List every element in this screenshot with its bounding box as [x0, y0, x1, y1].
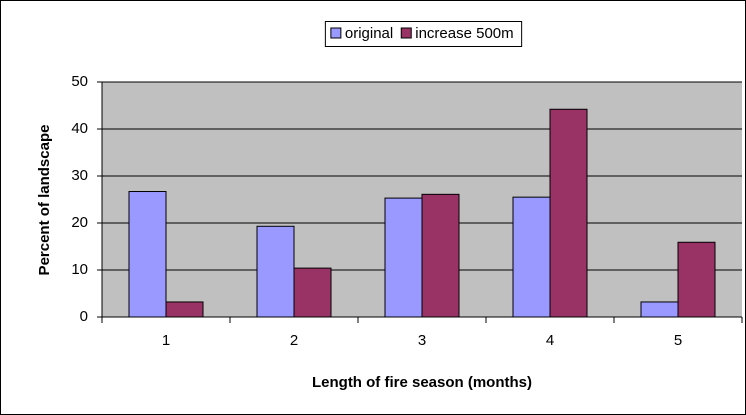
bar [677, 241, 716, 318]
y-tick-label: 30 [71, 167, 88, 184]
x-axis-title: Length of fire season (months) [312, 374, 532, 391]
legend-swatch [330, 27, 342, 39]
bar [549, 108, 588, 318]
legend-label: original [345, 25, 393, 42]
bar [256, 225, 295, 318]
x-tick-label: 1 [162, 332, 170, 349]
x-tick-label: 5 [674, 332, 682, 349]
bar [384, 197, 423, 318]
x-tick-label: 2 [290, 332, 298, 349]
y-tick-label: 50 [71, 73, 88, 90]
legend [324, 21, 523, 47]
legend-swatch [400, 27, 412, 39]
bar [512, 196, 551, 318]
bar [128, 191, 167, 318]
bar [640, 301, 679, 318]
bar [165, 301, 204, 318]
y-tick-label: 0 [80, 308, 88, 325]
x-tick-label: 3 [418, 332, 426, 349]
x-tick-label: 4 [546, 332, 554, 349]
bar [293, 267, 332, 318]
legend-label: increase 500m [415, 25, 513, 42]
y-tick-label: 40 [71, 120, 88, 137]
y-tick-label: 20 [71, 214, 88, 231]
y-tick-label: 10 [71, 261, 88, 278]
bar [421, 193, 460, 318]
y-axis-title: Percent of landscape [36, 125, 53, 276]
